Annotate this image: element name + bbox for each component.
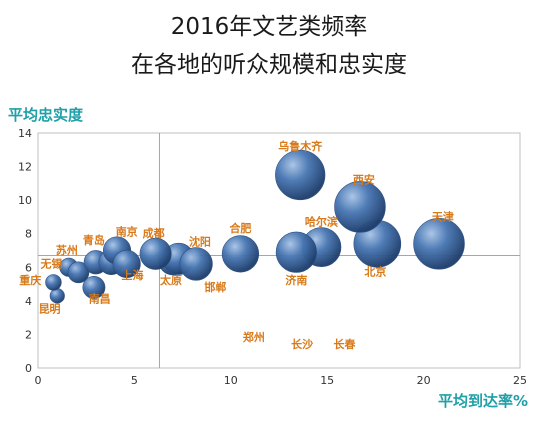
bubble bbox=[45, 274, 62, 291]
city-label: 郑州 bbox=[243, 330, 265, 344]
bubble bbox=[221, 235, 260, 273]
y-tick-label: 4 bbox=[25, 295, 32, 308]
bubble bbox=[49, 288, 65, 304]
y-tick-label: 10 bbox=[18, 194, 32, 207]
city-label: 长沙 bbox=[291, 337, 313, 351]
y-tick-label: 8 bbox=[25, 228, 32, 241]
city-label: 无锡 bbox=[39, 256, 62, 270]
city-label: 西安 bbox=[353, 172, 375, 186]
x-tick-label: 25 bbox=[513, 374, 527, 387]
city-label: 昆明 bbox=[39, 303, 61, 316]
chart-title-line1: 2016年文艺类频率 bbox=[170, 14, 368, 40]
y-tick-label: 14 bbox=[18, 127, 32, 140]
bubble bbox=[334, 181, 386, 233]
x-tick-label: 0 bbox=[35, 374, 42, 387]
city-label: 成都 bbox=[143, 226, 165, 240]
bubble bbox=[112, 249, 141, 278]
x-axis-label: 平均到达率% bbox=[437, 392, 528, 410]
city-label: 天津 bbox=[432, 209, 454, 223]
x-tick-label: 10 bbox=[224, 374, 238, 387]
city-label: 北京 bbox=[364, 265, 386, 279]
x-tick-label: 20 bbox=[417, 374, 431, 387]
city-label: 哈尔滨 bbox=[305, 214, 338, 228]
y-tick-label: 12 bbox=[18, 161, 32, 174]
y-tick-label: 2 bbox=[25, 328, 32, 341]
city-label: 邯郸 bbox=[204, 280, 226, 294]
bubble bbox=[275, 149, 326, 201]
axis-ticks: 0 2 4 6 8 10 12 14 0 5 10 15 20 25 bbox=[18, 127, 527, 387]
bubble bbox=[67, 261, 90, 284]
bubble bbox=[179, 247, 213, 281]
city-label: 合肥 bbox=[229, 221, 251, 235]
x-tick-label: 15 bbox=[320, 374, 334, 387]
city-label: 苏州 bbox=[56, 243, 78, 257]
city-label: 青岛 bbox=[83, 233, 105, 247]
y-tick-label: 6 bbox=[25, 261, 32, 274]
bubble bbox=[82, 275, 106, 299]
bubble bbox=[413, 218, 465, 270]
y-axis-label: 平均忠实度 bbox=[8, 106, 84, 124]
city-label: 上海 bbox=[121, 268, 143, 282]
bubbles bbox=[45, 149, 465, 304]
city-label: 长春 bbox=[334, 337, 357, 351]
city-label: 重庆 bbox=[19, 273, 41, 287]
city-label: 南京 bbox=[116, 224, 138, 238]
bubble bbox=[275, 231, 317, 273]
bubble bbox=[139, 237, 172, 270]
city-label: 乌鲁木齐 bbox=[278, 139, 323, 153]
x-tick-label: 5 bbox=[131, 374, 138, 387]
y-tick-label: 0 bbox=[25, 362, 32, 375]
city-label: 太原 bbox=[159, 273, 182, 287]
chart-title-line2: 在各地的听众规模和忠实度 bbox=[131, 52, 407, 78]
city-label: 济南 bbox=[285, 273, 307, 287]
city-label: 南昌 bbox=[89, 292, 111, 306]
city-label: 沈阳 bbox=[189, 234, 211, 248]
